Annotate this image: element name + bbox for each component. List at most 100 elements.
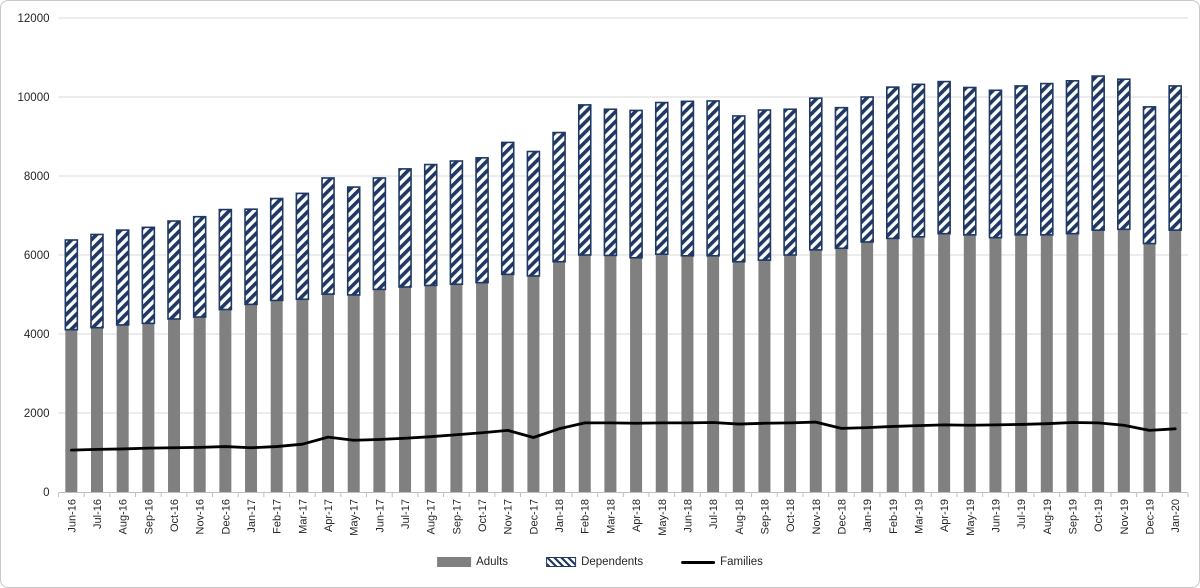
- bar-adults-segment: [1015, 234, 1028, 493]
- bar-dependents-segment: [321, 177, 335, 295]
- y-axis-label: 2000: [24, 408, 50, 420]
- bar-adults-segment: [553, 261, 566, 492]
- bar-dependents-segment: [834, 106, 849, 250]
- bar-dependents-segment: [963, 86, 977, 236]
- x-axis-label: Jan-20: [1170, 499, 1182, 533]
- x-axis-label: Jan-19: [862, 499, 874, 533]
- bar-adults-segment: [886, 238, 899, 492]
- bar-dependents-segment: [64, 239, 79, 331]
- bar-dependents-segment: [577, 104, 592, 256]
- x-axis-label: May-17: [349, 499, 361, 536]
- x-axis-label: Jul-17: [400, 499, 412, 529]
- bar-dependents-segment: [423, 163, 438, 287]
- legend-label-adults: Adults: [476, 556, 509, 568]
- bar-adults-segment: [168, 318, 181, 492]
- bar-adults-segment: [424, 285, 437, 492]
- x-axis-label: Sep-18: [759, 499, 771, 534]
- x-axis-label: Feb-17: [272, 499, 284, 534]
- bar-dependents-segment: [1142, 106, 1157, 245]
- bar-dependents-segment: [141, 226, 156, 325]
- bar-dependents-segment: [1040, 82, 1054, 236]
- y-axis-label: 6000: [24, 250, 50, 262]
- x-axis-label: Dec-17: [528, 499, 540, 534]
- bar-adults-segment: [373, 289, 386, 492]
- x-axis-label: Jan-18: [554, 499, 566, 533]
- x-axis-label: Apr-19: [939, 499, 951, 532]
- bar-adults-segment: [732, 261, 745, 492]
- bar-adults-segment: [1092, 230, 1105, 493]
- legend-item-families: Families: [681, 556, 763, 568]
- x-axis-label: Jun-19: [990, 499, 1002, 533]
- bar-dependents-segment: [526, 150, 541, 277]
- bar-dependents-segment: [372, 177, 387, 291]
- bar-adults-segment: [527, 275, 540, 492]
- bar-dependents-segment: [346, 186, 361, 296]
- x-axis-label: Jan-17: [246, 499, 258, 533]
- x-axis-label: Apr-17: [323, 499, 335, 532]
- x-axis-label: Sep-17: [451, 499, 463, 534]
- x-axis-label: Jun-18: [682, 499, 694, 533]
- bar-dependents-segment: [706, 100, 720, 257]
- x-axis-label: Aug-16: [118, 499, 130, 534]
- x-axis-label: Mar-17: [297, 499, 309, 534]
- bar-dependents-segment: [115, 229, 130, 326]
- bar-adults-segment: [1066, 233, 1079, 493]
- families-line: [69, 420, 1177, 452]
- bar-dependents-segment: [295, 192, 310, 301]
- x-axis-label: Nov-17: [503, 499, 515, 534]
- bar-dependents-segment: [1117, 78, 1131, 231]
- families-swatch-icon: [681, 560, 716, 564]
- bar-adults-segment: [938, 233, 951, 493]
- x-axis-label: Oct-16: [169, 499, 181, 532]
- x-axis-label: Feb-18: [580, 499, 592, 534]
- bar-dependents-segment: [398, 168, 412, 288]
- bar-dependents-segment: [731, 115, 746, 263]
- x-axis-label: May-18: [657, 499, 669, 536]
- y-axis-label: 0: [43, 487, 49, 499]
- bar-dependents-segment: [654, 101, 669, 256]
- legend-label-families: Families: [720, 556, 763, 568]
- bar-adults-segment: [809, 249, 822, 492]
- bar-adults-segment: [989, 237, 1002, 492]
- bar-adults-segment: [399, 286, 412, 492]
- x-axis-label: Sep-16: [143, 499, 155, 534]
- bar-adults-segment: [1117, 229, 1130, 492]
- bar-adults-segment: [835, 248, 848, 492]
- x-axis-label: Aug-19: [1042, 499, 1054, 534]
- x-axis-label: Nov-18: [811, 499, 823, 534]
- x-axis-label: Dec-19: [1144, 499, 1156, 534]
- bar-adults-segment: [450, 284, 463, 492]
- x-axis-label: Jul-18: [708, 499, 720, 529]
- x-axis-label: Oct-17: [477, 499, 489, 532]
- bar-adults-segment: [65, 329, 78, 492]
- bar-adults-segment: [681, 255, 694, 492]
- bar-dependents-segment: [783, 108, 797, 256]
- legend-item-adults: Adults: [437, 556, 508, 568]
- x-axis-label: Jul-19: [1016, 499, 1028, 529]
- x-axis-label: Aug-17: [426, 499, 438, 534]
- bar-dependents-segment: [603, 108, 618, 257]
- bar-dependents-segment: [1014, 85, 1028, 236]
- x-axis-label: Jun-16: [66, 499, 78, 533]
- x-axis-label: Oct-18: [785, 499, 797, 532]
- bar-adults-segment: [219, 309, 232, 492]
- x-axis-label: Nov-19: [1119, 499, 1131, 534]
- bar-dependents-segment: [937, 80, 951, 235]
- bar-adults-segment: [476, 282, 489, 492]
- bar-adults-segment: [655, 254, 668, 492]
- bar-dependents-segment: [218, 208, 233, 311]
- bar-adults-segment: [963, 234, 976, 493]
- bar-adults-segment: [270, 300, 283, 492]
- bar-dependents-segment: [192, 215, 207, 318]
- bar-dependents-segment: [808, 97, 823, 251]
- bar-dependents-segment: [1168, 85, 1182, 231]
- bar-adults-segment: [912, 236, 925, 492]
- bar-adults-segment: [758, 260, 771, 492]
- bar-dependents-segment: [90, 233, 104, 329]
- bar-adults-segment: [630, 257, 643, 492]
- dependents-swatch-icon: [546, 557, 577, 567]
- x-axis-label: Apr-18: [631, 499, 643, 532]
- y-axis-label: 4000: [24, 329, 50, 341]
- chart-legend: Adults Dependents Families: [437, 556, 763, 568]
